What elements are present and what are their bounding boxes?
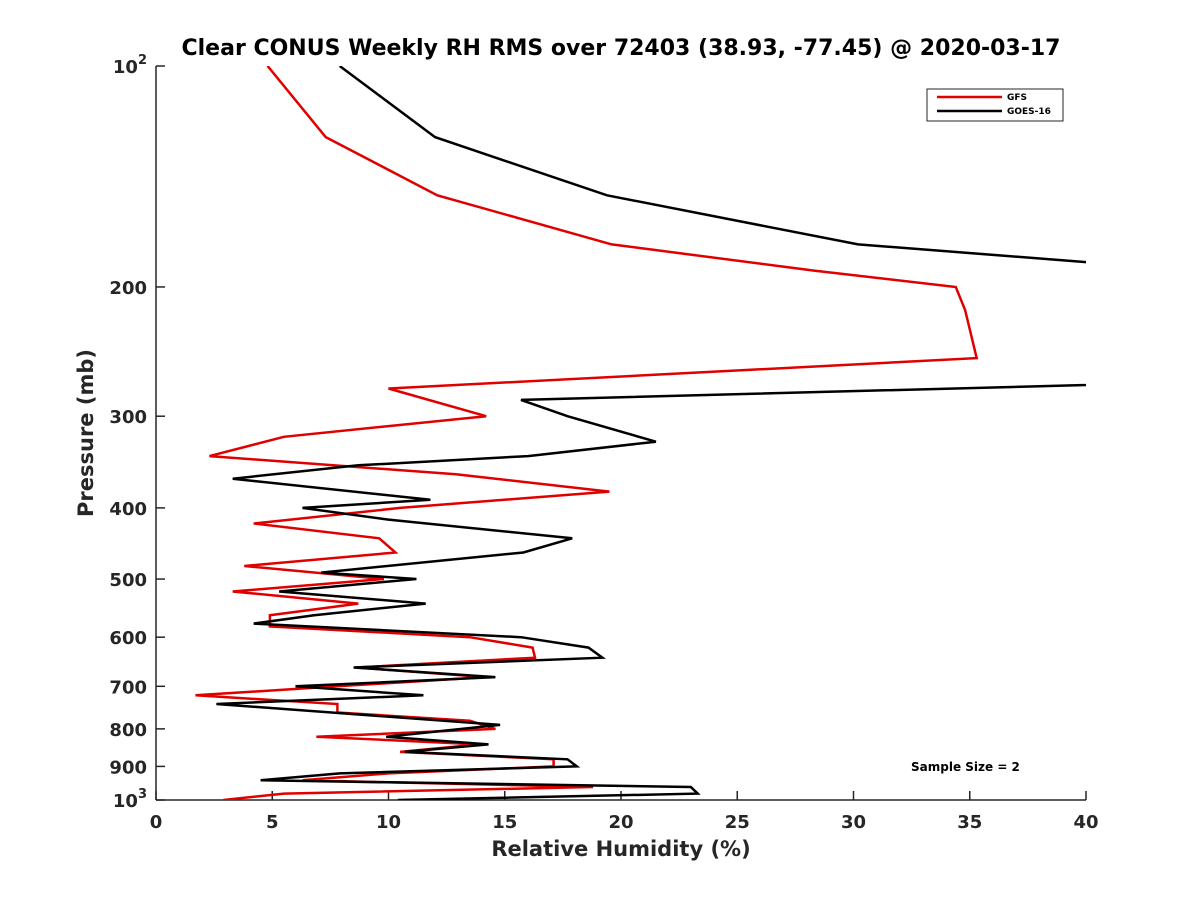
y-tick-label: 400 <box>109 499 147 520</box>
y-tick-label-base: 10 <box>113 791 138 812</box>
y-tick-label: 800 <box>109 720 147 741</box>
x-tick-label: 40 <box>1073 812 1098 833</box>
y-tick-label: 300 <box>109 407 147 428</box>
y-tick-label: 900 <box>109 757 147 778</box>
y-tick-label: 102 <box>113 53 147 78</box>
x-tick-label: 0 <box>150 812 163 833</box>
series-line-gfs <box>195 66 979 800</box>
y-tick-label: 500 <box>109 570 147 591</box>
legend: GFS GOES-16 <box>926 88 1064 122</box>
series-line-goes-16 <box>216 66 1086 800</box>
y-tick-label-exponent: 3 <box>138 787 147 802</box>
y-tick-label-base: 10 <box>113 57 138 78</box>
legend-label-gfs: GFS <box>1007 93 1027 103</box>
x-axis-ticks: 0 5 10 15 20 25 30 35 40 <box>150 791 1099 833</box>
legend-label-goes-16: GOES-16 <box>1007 107 1051 117</box>
sample-size-annotation: Sample Size = 2 <box>911 760 1020 774</box>
y-tick-label: 600 <box>109 628 147 649</box>
x-tick-label: 20 <box>608 812 633 833</box>
x-axis-label: Relative Humidity (%) <box>491 837 750 861</box>
x-tick-label: 5 <box>266 812 279 833</box>
y-tick-label: 700 <box>109 677 147 698</box>
legend-box <box>926 88 1064 122</box>
x-tick-label: 30 <box>841 812 866 833</box>
y-axis-label: Pressure (mb) <box>74 349 98 517</box>
y-tick-label: 200 <box>109 278 147 299</box>
x-tick-label: 15 <box>492 812 517 833</box>
x-tick-label: 10 <box>376 812 401 833</box>
x-tick-label: 25 <box>725 812 750 833</box>
y-tick-label: 103 <box>113 787 147 812</box>
x-tick-label: 35 <box>957 812 982 833</box>
y-tick-label-exponent: 2 <box>138 53 147 68</box>
series-lines <box>195 66 1086 800</box>
chart-title: Clear CONUS Weekly RH RMS over 72403 (38… <box>182 36 1061 61</box>
